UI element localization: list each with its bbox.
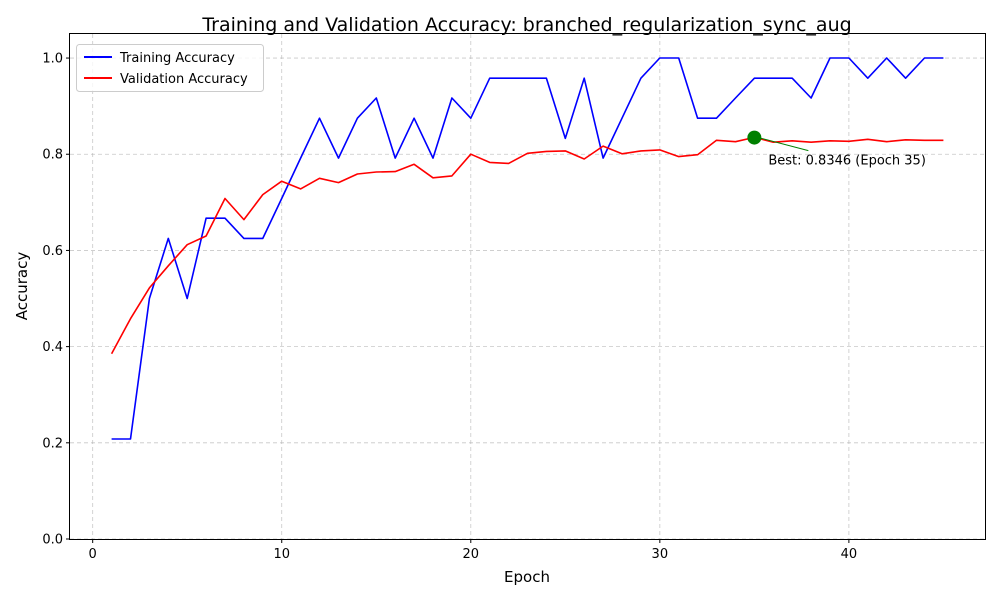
x-tick-label: 0 bbox=[89, 547, 97, 562]
annotation-label: Best: 0.8346 (Epoch 35) bbox=[768, 154, 926, 169]
annotation-arrow bbox=[758, 137, 809, 152]
axis-ticks: 0 10 20 30 40 0.0 0.2 0.4 0.6 0.8 1.0 bbox=[42, 52, 857, 562]
legend-label-validation: Validation Accuracy bbox=[120, 72, 248, 87]
y-tick-label: 0.6 bbox=[42, 244, 63, 259]
best-marker bbox=[747, 130, 762, 145]
y-tick-label: 0.4 bbox=[42, 340, 63, 355]
y-tick-label: 0.0 bbox=[42, 533, 63, 548]
legend-label-training: Training Accuracy bbox=[119, 51, 235, 66]
x-tick-label: 20 bbox=[463, 547, 480, 562]
x-tick-label: 30 bbox=[652, 547, 669, 562]
x-tick-label: 40 bbox=[841, 547, 858, 562]
chart-title: Training and Validation Accuracy: branch… bbox=[201, 14, 851, 36]
y-axis-title: Accuracy bbox=[13, 252, 31, 321]
y-tick-label: 0.2 bbox=[42, 436, 63, 451]
y-tick-label: 0.8 bbox=[42, 148, 63, 163]
x-tick-label: 10 bbox=[273, 547, 290, 562]
plot-frame bbox=[69, 33, 986, 540]
legend: Training Accuracy Validation Accuracy bbox=[76, 44, 264, 92]
series-line-validation bbox=[110, 136, 944, 355]
best-annotation: Best: 0.8346 (Epoch 35) bbox=[747, 130, 926, 169]
y-tick-label: 1.0 bbox=[42, 52, 63, 67]
series-line-training bbox=[111, 57, 944, 440]
legend-box bbox=[76, 44, 264, 92]
series-lines bbox=[110, 57, 944, 440]
x-axis-title: Epoch bbox=[504, 568, 550, 586]
